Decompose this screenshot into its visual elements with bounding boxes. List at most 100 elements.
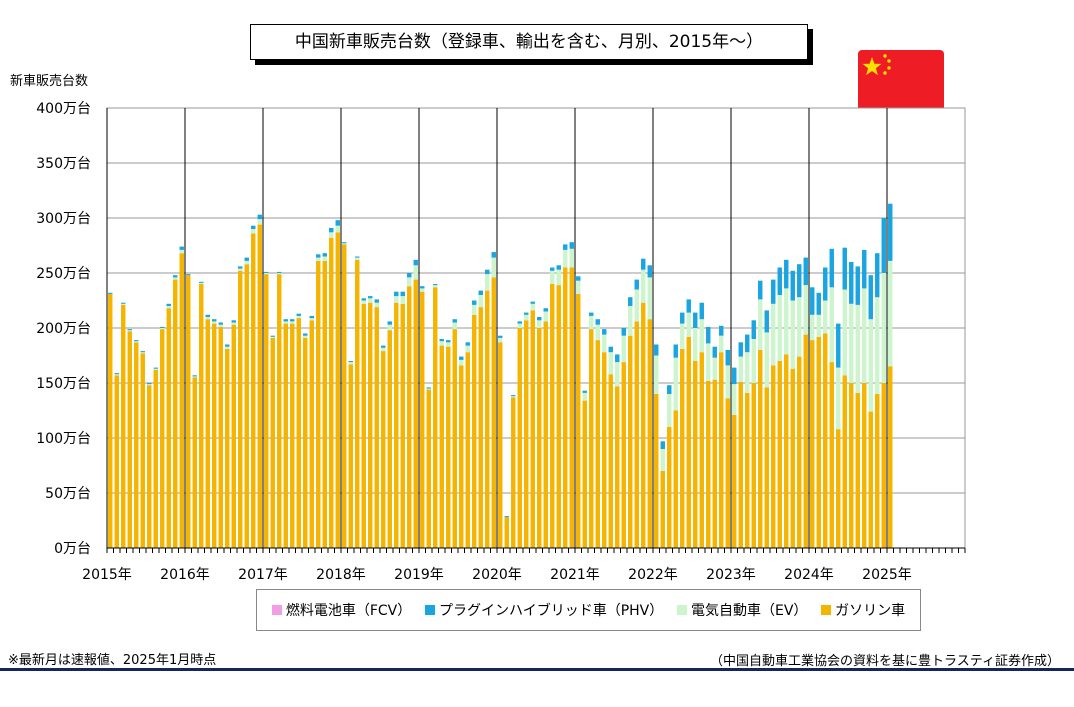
bar-ev	[771, 303, 776, 366]
axes: 0万台 50万台 100万台 150万台 200万台 250万台 300万台 350万台 400…	[36, 101, 966, 583]
bar-gasoline	[771, 365, 776, 548]
bar-gasoline	[732, 414, 737, 548]
bar-gasoline	[127, 331, 132, 548]
bar-phv	[550, 267, 555, 271]
footnote-source: （中国自動車工業協会の資料を基に豊トラスティ証券作成）	[710, 654, 1060, 669]
bar-gasoline	[634, 321, 639, 548]
bar-phv	[413, 259, 418, 266]
bar-gasoline	[686, 336, 691, 548]
bottom-divider	[0, 668, 1074, 671]
bar-gasoline	[316, 260, 321, 548]
bar-ev	[660, 449, 665, 471]
bar-phv	[329, 227, 334, 233]
bar-gasoline	[641, 302, 646, 548]
bar-phv	[868, 275, 873, 320]
flag-small-star	[883, 71, 887, 75]
bar-ev	[303, 335, 308, 338]
bar-ev	[849, 303, 854, 383]
bar-gasoline	[667, 427, 672, 548]
bar-gasoline	[875, 394, 880, 548]
bar-gasoline	[777, 361, 782, 548]
bar-gasoline	[199, 284, 204, 548]
bar-phv	[745, 334, 750, 353]
bar-ev	[673, 357, 678, 411]
x-tick-label: 2022年	[628, 567, 678, 583]
bar-gasoline	[855, 392, 860, 548]
bar-phv	[173, 275, 178, 278]
bar-phv	[855, 266, 860, 305]
bar-gasoline	[680, 348, 685, 548]
bar-gasoline	[374, 307, 379, 548]
legend-item-phv: プラグインハイブリッド車（PHV）	[424, 600, 663, 620]
bar-ev	[205, 317, 210, 320]
bar-phv	[556, 265, 561, 270]
bar-phv	[836, 323, 841, 368]
bar-phv	[537, 317, 542, 321]
bar-phv	[303, 333, 308, 336]
bar-ev	[764, 332, 769, 388]
bar-phv	[777, 267, 782, 295]
bar-ev	[452, 322, 457, 330]
bar-phv	[140, 351, 145, 353]
bar-gasoline	[582, 400, 587, 548]
legend-swatch-fcv	[271, 605, 282, 615]
bar-gasoline	[758, 350, 763, 548]
bar-ev	[264, 273, 269, 275]
bar-gasoline	[192, 377, 197, 548]
bar-ev	[368, 298, 373, 303]
bar-ev	[433, 285, 438, 288]
bar-phv	[602, 329, 607, 335]
bar-phv	[621, 328, 626, 336]
bar-phv	[881, 218, 886, 273]
bar-phv	[628, 297, 633, 306]
bar-phv	[732, 367, 737, 385]
bar-ev	[270, 336, 275, 338]
y-tick-label: 350万台	[36, 156, 91, 172]
bar-gasoline	[862, 383, 867, 548]
bar-phv	[407, 273, 412, 278]
y-tick-label: 400万台	[36, 101, 91, 117]
bar-ev	[335, 225, 340, 233]
bar-ev	[621, 335, 626, 363]
bar-gasoline	[602, 352, 607, 548]
bar-ev	[153, 368, 158, 370]
bar-phv	[725, 350, 730, 366]
bar-phv	[459, 356, 464, 360]
bar-ev	[426, 388, 431, 390]
bar-gasoline	[647, 319, 652, 548]
bar-ev	[316, 257, 321, 261]
bar-phv	[283, 319, 288, 322]
bar-phv	[238, 266, 243, 269]
bar-phv	[608, 346, 613, 353]
bar-phv	[667, 385, 672, 394]
bar-phv	[335, 220, 340, 226]
bar-phv	[147, 383, 152, 385]
bar-ev	[355, 257, 360, 260]
bar-phv	[816, 292, 821, 315]
bar-gasoline	[244, 264, 249, 548]
bar-phv	[160, 326, 165, 328]
bar-ev	[459, 359, 464, 366]
bar-gasoline	[218, 326, 223, 548]
bar-ev	[855, 304, 860, 393]
bar-ev	[511, 396, 516, 398]
bar-ev	[693, 328, 698, 361]
bar-ev	[680, 323, 685, 349]
bar-gasoline	[543, 321, 548, 548]
bar-gasoline	[400, 303, 405, 548]
bar-ev	[647, 277, 652, 320]
bar-ev	[394, 296, 399, 303]
bar-gasoline	[530, 310, 535, 548]
bar-ev	[478, 295, 483, 308]
bar-phv	[478, 290, 483, 295]
bar-gasoline	[225, 348, 230, 548]
bar-gasoline	[251, 233, 256, 548]
bar-ev	[810, 314, 815, 341]
chart-title: 中国新車販売台数（登録車、輸出を含む、月別、2015年～）	[250, 24, 808, 60]
bar-gasoline	[277, 274, 282, 548]
bar-ev	[400, 296, 405, 304]
bar-phv	[758, 280, 763, 300]
bar-gasoline	[608, 374, 613, 548]
flag-small-star	[887, 66, 891, 70]
bar-phv	[660, 441, 665, 449]
